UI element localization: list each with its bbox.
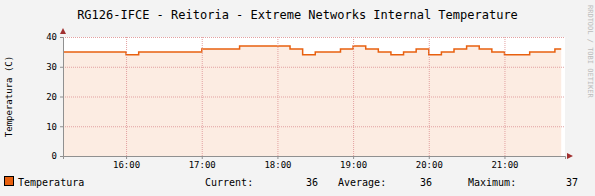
stat-value: 37 bbox=[566, 177, 578, 188]
grid-line bbox=[504, 37, 505, 156]
tick-label: 16:00 bbox=[113, 160, 140, 170]
stat-value: 36 bbox=[420, 177, 432, 188]
grid bbox=[63, 37, 565, 157]
tick-mark bbox=[277, 156, 278, 159]
tick-label: 17:00 bbox=[189, 160, 216, 170]
x-tick: 19:00 bbox=[340, 156, 367, 170]
tick-label: 0 bbox=[52, 151, 57, 161]
tick-mark bbox=[60, 67, 63, 68]
tick-mark bbox=[353, 156, 354, 159]
stat-label: Maximum: bbox=[468, 177, 516, 188]
credit: RRDTOOL / TOBI OETIKER bbox=[586, 5, 594, 99]
plot-data bbox=[63, 46, 561, 156]
plot-area bbox=[63, 37, 565, 156]
line bbox=[63, 46, 561, 55]
tick-mark bbox=[60, 37, 63, 38]
tick-mark bbox=[504, 156, 505, 159]
tick-mark bbox=[202, 156, 203, 159]
x-tick: 21:00 bbox=[491, 156, 518, 170]
tick-mark bbox=[60, 126, 63, 127]
y-axis: 0 10 20 30 40 bbox=[46, 32, 63, 161]
tick-mark bbox=[126, 156, 127, 159]
y-tick: 0 bbox=[52, 151, 63, 161]
tick-mark bbox=[60, 156, 63, 157]
grid-line bbox=[63, 37, 565, 38]
x-tick: 20:00 bbox=[416, 156, 443, 170]
x-axis: 16:00 17:00 18:00 19:00 20:00 21:00 bbox=[64, 156, 566, 170]
tick-label: 18:00 bbox=[264, 160, 291, 170]
axis-arrow bbox=[60, 28, 66, 34]
y-label: Temperatura (C) bbox=[4, 56, 14, 137]
title: RG126-IFCE - Reitoria - Extreme Networks… bbox=[77, 8, 518, 22]
y-tick: 20 bbox=[46, 92, 63, 102]
grid-line bbox=[429, 37, 430, 156]
x-tick: 17:00 bbox=[189, 156, 216, 170]
stat-label: Current: bbox=[205, 177, 253, 188]
axis-line bbox=[60, 38, 64, 157]
tick-mark bbox=[60, 97, 63, 98]
chart: 16:00 17:00 18:00 19:00 20:00 21:00 0 10 20 30 40 R… bbox=[0, 0, 595, 196]
tick-label: 21:00 bbox=[491, 160, 518, 170]
axis-arrow bbox=[567, 153, 573, 159]
area bbox=[63, 46, 561, 156]
tick-label: 20 bbox=[46, 92, 57, 102]
background bbox=[0, 0, 595, 196]
tick-mark bbox=[429, 156, 430, 159]
grid-line bbox=[63, 126, 565, 127]
y-tick: 30 bbox=[46, 62, 63, 72]
stat-value: 36 bbox=[306, 177, 318, 188]
tick-label: 19:00 bbox=[340, 160, 367, 170]
legend-swatch bbox=[5, 177, 14, 186]
legend-label: Temperatura bbox=[18, 177, 84, 188]
x-tick: 16:00 bbox=[113, 156, 140, 170]
grid-line bbox=[63, 97, 565, 98]
grid-line bbox=[126, 37, 127, 156]
grid-line bbox=[63, 67, 565, 68]
stat-label: Average: bbox=[338, 177, 386, 188]
grid-line bbox=[202, 37, 203, 156]
tick-label: 10 bbox=[46, 122, 57, 132]
grid-line bbox=[353, 37, 354, 156]
tick-label: 20:00 bbox=[416, 160, 443, 170]
x-tick: 18:00 bbox=[264, 156, 291, 170]
grid-line bbox=[277, 37, 278, 156]
tick-label: 40 bbox=[46, 32, 57, 42]
y-tick: 10 bbox=[46, 122, 63, 132]
tick-label: 30 bbox=[46, 62, 57, 72]
axis-line bbox=[64, 157, 566, 160]
